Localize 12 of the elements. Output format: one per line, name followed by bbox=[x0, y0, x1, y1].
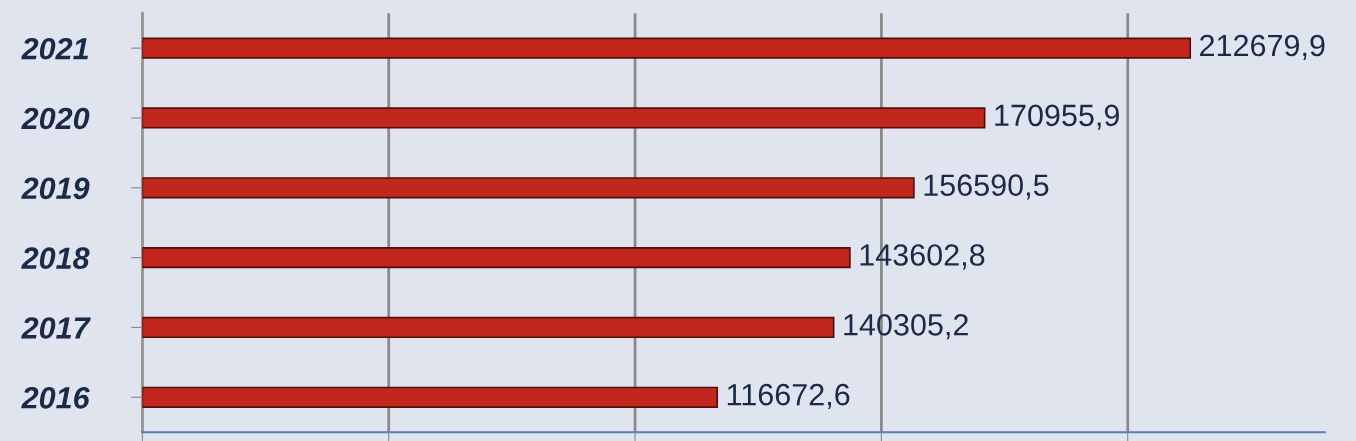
data-label: 116672,6 bbox=[727, 383, 850, 410]
y-tick-label: 2016 bbox=[21, 387, 90, 409]
y-tick-label: 2018 bbox=[21, 247, 90, 269]
y-tick-label: 2019 bbox=[21, 177, 90, 200]
y-tick-label: 2020 bbox=[21, 107, 90, 130]
data-label: 156590,5 bbox=[924, 174, 1049, 200]
data-label: 170955,9 bbox=[995, 104, 1119, 130]
data-label: 212679,9 bbox=[1200, 34, 1325, 60]
y-tick-label: 2021 bbox=[21, 37, 88, 60]
data-label: 143602,8 bbox=[860, 244, 985, 270]
data-label: 140305,2 bbox=[844, 314, 968, 340]
y-tick-label: 2017 bbox=[21, 317, 91, 339]
